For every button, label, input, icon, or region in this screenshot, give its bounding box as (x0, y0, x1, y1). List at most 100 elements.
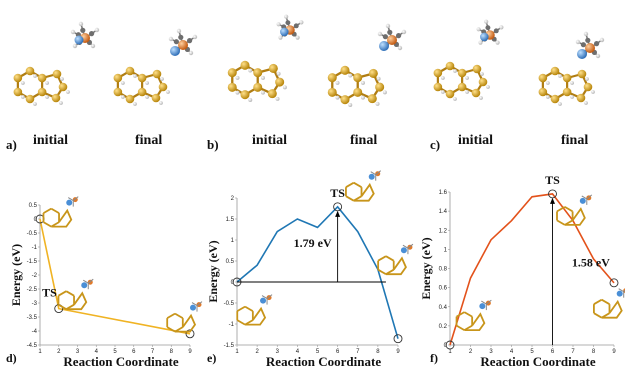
hydrogen-atom (397, 45, 403, 51)
panel-letter: d) (6, 351, 17, 365)
hydrogen-atom (453, 97, 457, 101)
nitrogen-atom (280, 27, 289, 37)
carbon-atom (433, 68, 443, 78)
x-tick-label: 2 (469, 349, 473, 355)
mini-ligand-bond (370, 171, 376, 176)
mini-ligand-bond (67, 197, 74, 202)
hydrogen-atom (478, 40, 483, 45)
carbon-atom (227, 82, 237, 92)
mini-bond (58, 290, 67, 297)
y-tick-label: 0.5 (29, 203, 38, 209)
hydrogen-atom (275, 96, 280, 101)
carbon-atom (472, 64, 482, 74)
carbon-atom (327, 73, 337, 83)
hydrogen-atom (120, 81, 125, 85)
hydrogen-atom (145, 95, 150, 99)
mini-nitrogen (81, 282, 88, 289)
energy-series-line (236, 205, 399, 339)
carbon-atom (340, 65, 350, 75)
carbon-atom (275, 77, 285, 87)
mini-ligand-bond (618, 288, 624, 293)
hydrogen-atom (260, 75, 265, 80)
carbon-atom (25, 94, 35, 104)
x-tick-label: 6 (551, 349, 555, 355)
x-tick-label: 4 (296, 349, 300, 355)
x-tick-label: 9 (188, 349, 192, 355)
hydrogen-atom (45, 81, 50, 85)
mini-ligand-bond (581, 195, 588, 200)
state-marker (185, 329, 195, 339)
hydrogen-atom (94, 27, 100, 33)
mini-bond (58, 303, 67, 310)
carbon-atom (457, 82, 467, 92)
methyl-carbon (80, 27, 86, 33)
hydrogen-atom (120, 95, 125, 99)
panel-b-initial-label: initial (252, 133, 287, 148)
hydrogen-atom (166, 90, 170, 94)
mini-bond (556, 219, 566, 226)
hydrogen-atom (575, 39, 581, 45)
hydrogen-atom (72, 43, 78, 49)
carbon-atom (13, 87, 23, 97)
hydrogen-atom (558, 102, 562, 106)
chart-d: 1 2 3 4 5 6 7 8 9 0.5 0 -0.5 -1 -1.5 -2 -2.5 -3 -3.5 -4 -4.… (6, 196, 203, 369)
x-tick-label: 5 (316, 349, 320, 355)
x-axis-label: Reaction Coordinate (480, 354, 595, 369)
x-tick-label: 4 (95, 349, 99, 355)
carbon-atom (327, 87, 337, 97)
panel-c-structures (433, 19, 605, 106)
mini-bond (166, 312, 176, 319)
hydrogen-atom (545, 95, 550, 99)
methyl-carbon (594, 41, 600, 47)
carbon-atom (268, 63, 278, 73)
mini-nitrogen (66, 199, 73, 206)
y-axis-label: Energy (eV) (419, 237, 433, 299)
energy-profile-charts: 1 2 3 4 5 6 7 8 9 0.5 0 -0.5 -1 -1.5 -2 -2.5 -3 -3.5 -4 -4.… (6, 170, 625, 369)
hydrogen-atom (248, 68, 253, 73)
mini-bond (377, 255, 387, 262)
hydrogen-atom (484, 19, 489, 24)
x-tick-label: 7 (151, 349, 155, 355)
carbon-atom (125, 94, 135, 104)
mini-bond (353, 181, 362, 188)
mini-bond (593, 312, 603, 319)
hydrogen-atom (480, 72, 484, 76)
methyl-carbon (178, 34, 184, 40)
methyl-carbon (382, 34, 388, 40)
x-tick-label: 1 (235, 349, 239, 355)
methyl-carbon (580, 42, 587, 48)
panel-b-final-label: final (350, 133, 377, 148)
boron-atom (387, 35, 397, 45)
mini-ligand-bond (407, 243, 414, 249)
carbon-atom (538, 87, 548, 97)
carbon-atom (375, 82, 385, 92)
x-tick-label: 8 (592, 349, 596, 355)
mini-bond (175, 313, 197, 333)
y-tick-label: 0 (34, 217, 38, 223)
hydrogen-atom (570, 95, 575, 99)
carbon-atom (58, 82, 68, 92)
hydrogen-atom (376, 76, 381, 81)
x-tick-label: 8 (170, 349, 174, 355)
mini-bond (166, 326, 176, 333)
chart-f: 1 2 3 4 5 6 7 8 9 1.6 1.4 1.2 1 0.8 0.6 0.4 0.2 0 Reaction… (419, 173, 625, 369)
panel-c-initial-label: initial (458, 133, 493, 148)
hydrogen-atom (235, 75, 240, 80)
carbon-atom (113, 87, 123, 97)
mini-bond (66, 291, 88, 311)
mini-bond (345, 195, 355, 202)
carbon-atom (353, 73, 363, 83)
mini-bond (385, 256, 407, 276)
nitrogen-atom (170, 46, 180, 56)
hydrogen-atom (133, 74, 137, 78)
hydrogen-atom (360, 80, 365, 85)
hydrogen-atom (545, 81, 550, 85)
hydrogen-atom (499, 25, 504, 30)
mini-nitrogen (479, 303, 486, 310)
molecular-structures-row (13, 14, 605, 107)
y-tick-label: -3.5 (27, 315, 38, 321)
x-tick-label: 5 (530, 349, 534, 355)
carbon-atom (137, 87, 147, 97)
hydrogen-atom (335, 95, 340, 100)
